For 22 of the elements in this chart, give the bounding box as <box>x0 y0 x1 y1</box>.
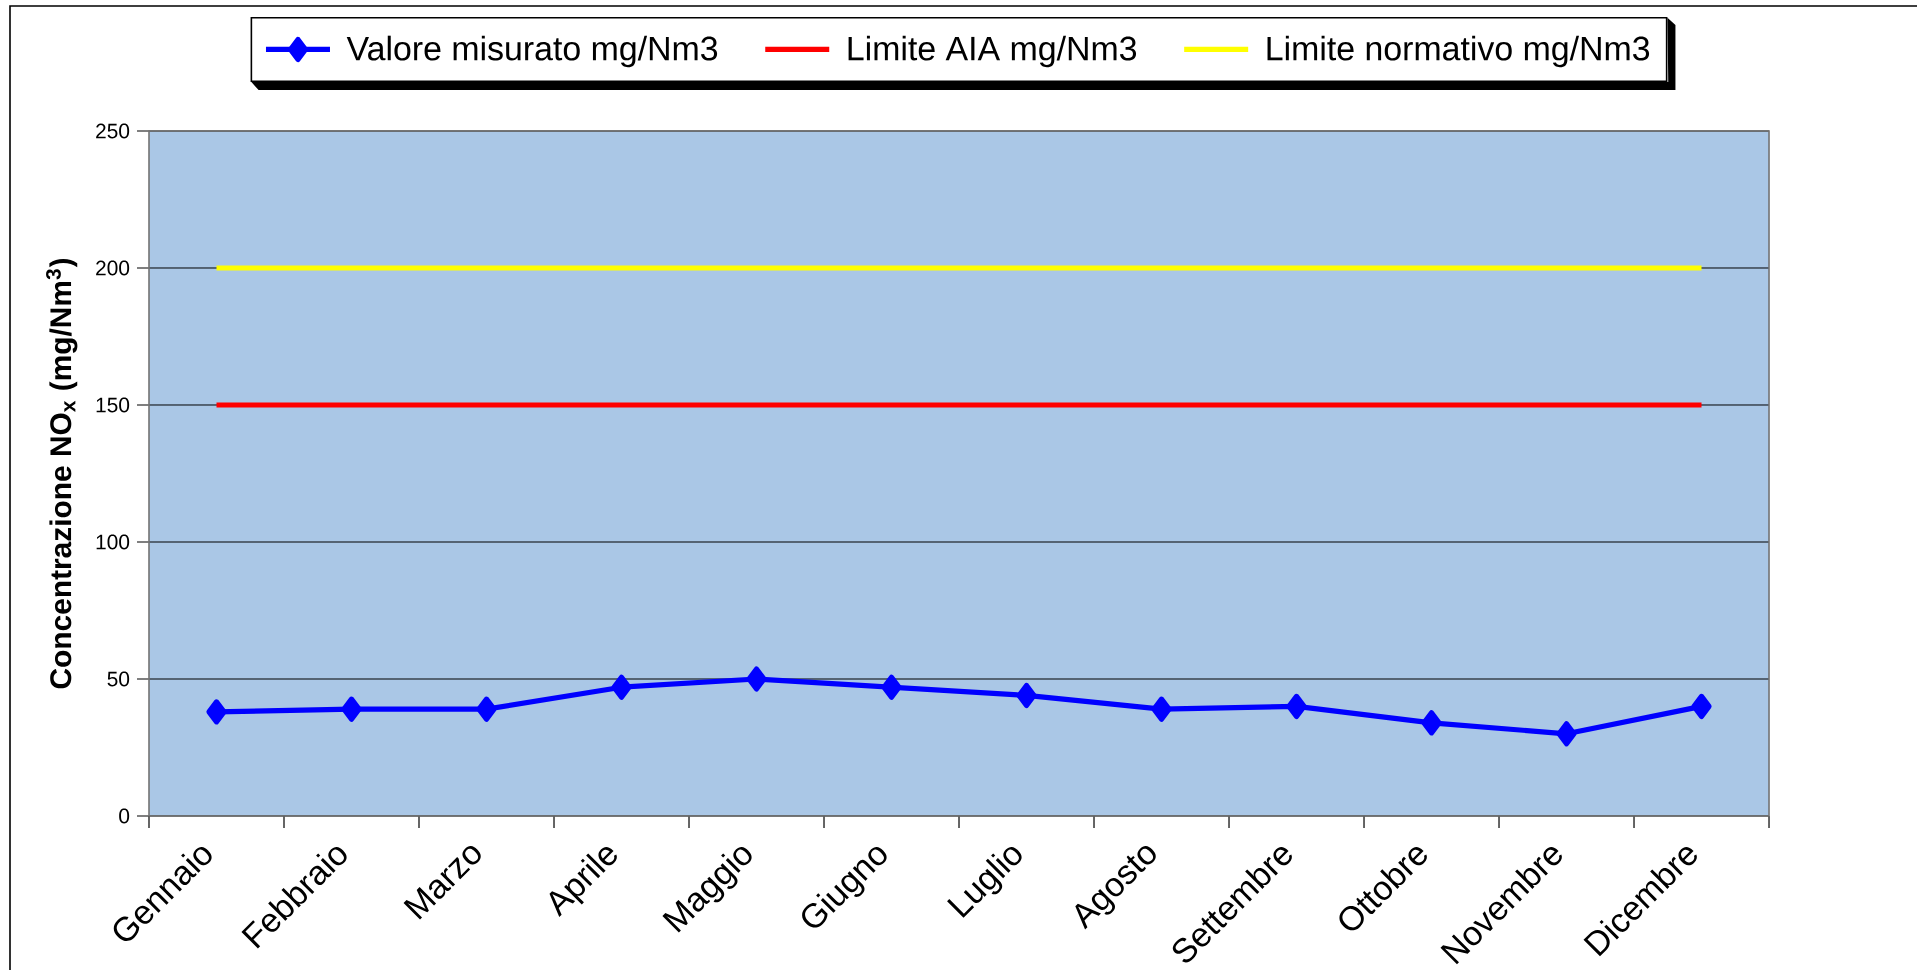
point <box>1556 721 1577 747</box>
y-tick-label: 50 <box>107 671 130 687</box>
point <box>1691 693 1712 719</box>
y-tick-label: 250 <box>96 123 130 139</box>
point <box>1016 682 1037 709</box>
point <box>206 699 227 725</box>
point <box>611 674 632 700</box>
point <box>476 696 497 722</box>
legend-label: Limite normativo mg/Nm3 <box>1267 35 1650 68</box>
y-tick-label: 100 <box>96 534 130 550</box>
point <box>1151 696 1172 722</box>
y-tick-label: 200 <box>96 260 130 276</box>
legend-label: Limite AIA mg/Nm3 <box>848 35 1137 68</box>
y-tick-label: 150 <box>96 397 130 413</box>
y-axis-title: Concentrazione NO$_{x}$ (mg/Nm$^{3}$) <box>46 258 78 689</box>
point <box>881 674 902 700</box>
y-tick-label: 0 <box>119 808 130 824</box>
legend-label: Valore misurato mg/Nm3 <box>346 35 718 68</box>
point <box>746 666 767 692</box>
point <box>341 696 362 722</box>
point <box>1286 693 1307 719</box>
point <box>1421 710 1442 736</box>
